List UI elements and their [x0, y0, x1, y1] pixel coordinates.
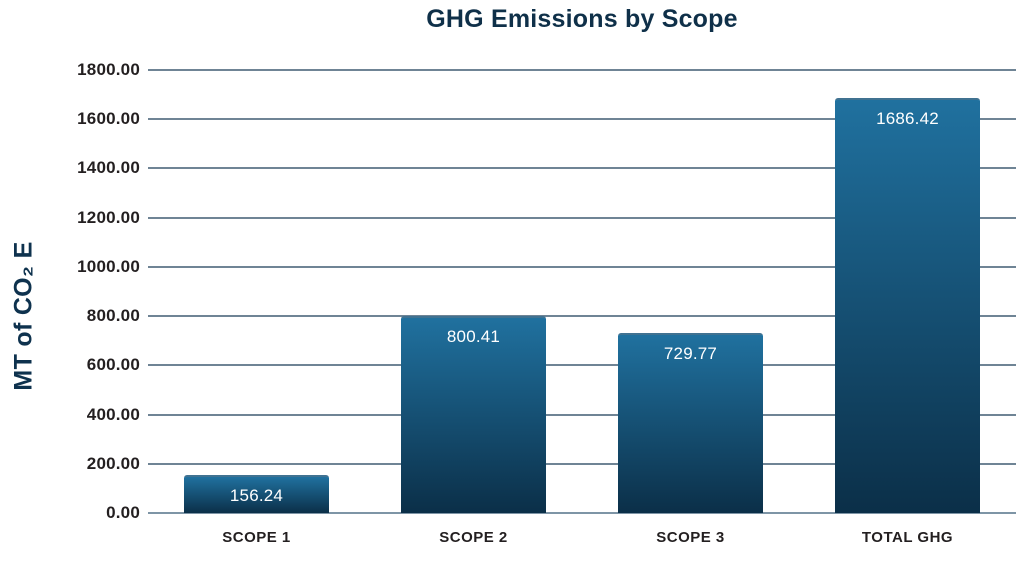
x-category-label: SCOPE 1 — [222, 529, 291, 546]
y-tick-label: 600.00 — [86, 355, 140, 375]
bar-value-label: 800.41 — [446, 327, 501, 346]
y-tick-label: 0.00 — [106, 503, 140, 522]
y-tick-label: 1200.00 — [77, 207, 140, 227]
x-axis-baseline — [148, 512, 1016, 514]
y-tick-label: 800.00 — [86, 306, 140, 326]
bar-total-ghg: 1686.42 — [835, 97, 980, 513]
y-tick-label: 1800.00 — [77, 60, 140, 79]
bar-value-label: 1686.42 — [876, 108, 939, 128]
x-category-label: TOTAL GHG — [861, 529, 954, 546]
gridline — [148, 167, 1016, 170]
bar-scope-2: 800.41 — [401, 316, 546, 513]
x-category-label: SCOPE 2 — [439, 529, 508, 546]
y-tick-label: 1400.00 — [77, 158, 140, 178]
gridline — [148, 413, 1016, 416]
gridline — [148, 69, 1016, 71]
gridline — [148, 364, 1016, 367]
x-category-label: SCOPE 3 — [656, 529, 725, 546]
y-tick-label: 1000.00 — [77, 256, 140, 276]
gridline — [148, 118, 1016, 121]
bar-scope-3: 729.77 — [618, 333, 763, 513]
gridline — [148, 265, 1016, 268]
y-tick-label: 400.00 — [86, 404, 140, 424]
y-tick-label: 200.00 — [86, 453, 140, 473]
bar-scope-1: 156.24 — [184, 474, 329, 513]
plot-area: 0.00 200.00 400.00 600.00 800.00 1000.00 1200.… — [77, 60, 1016, 546]
bar-value-label: 729.77 — [663, 344, 718, 364]
y-axis-title: MT of CO₂ E — [9, 241, 38, 391]
bar-value-label: 156.24 — [229, 485, 284, 505]
gridline — [148, 216, 1016, 219]
chart-title: GHG Emissions by Scope — [426, 5, 738, 33]
gridline — [148, 462, 1016, 465]
gridline — [148, 315, 1016, 318]
y-tick-label: 1600.00 — [77, 109, 140, 129]
